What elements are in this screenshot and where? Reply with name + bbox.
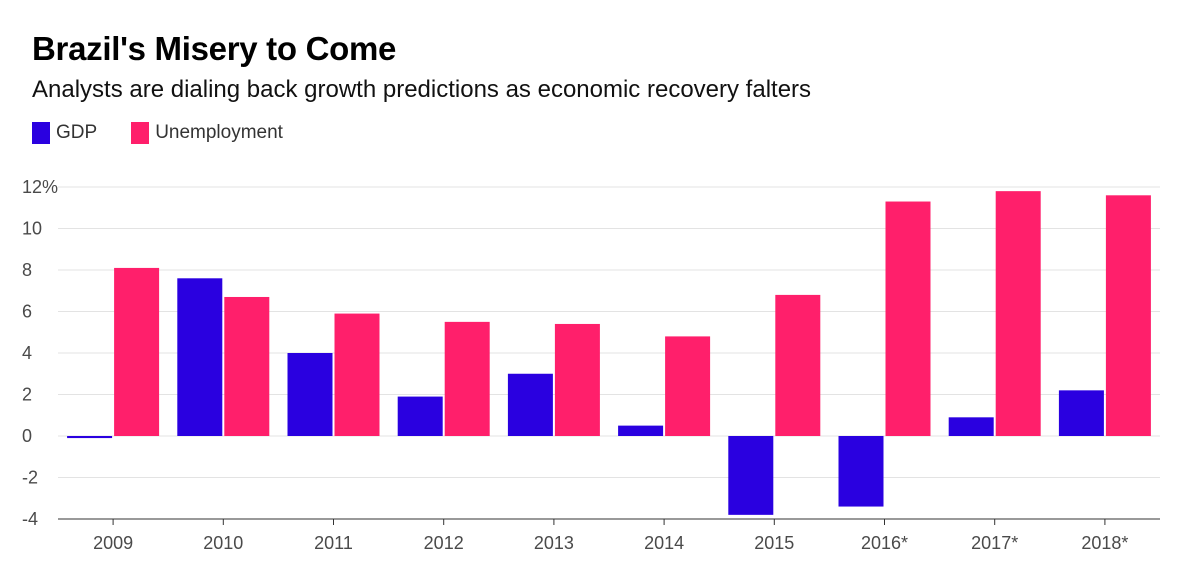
bar-unemployment-2014 xyxy=(665,336,711,436)
bar-unemployment-2013 xyxy=(554,323,600,436)
chart-title: Brazil's Misery to Come xyxy=(32,30,397,67)
legend-item-unemployment: Unemployment xyxy=(131,122,283,144)
bar-unemployment-2018 xyxy=(1105,195,1151,436)
bar-unemployment-2017 xyxy=(995,191,1041,436)
bar-gdp-2017 xyxy=(948,417,994,436)
bar-gdp-2011 xyxy=(287,353,333,436)
x-tick-label: 2012 xyxy=(424,533,464,553)
legend-swatch-gdp xyxy=(32,122,50,144)
x-tick-label: 2011 xyxy=(314,533,353,553)
y-tick-label: 4 xyxy=(22,343,32,363)
y-tick-label: 2 xyxy=(22,385,32,405)
x-tick-label: 2018* xyxy=(1081,533,1128,553)
bar-unemployment-2009 xyxy=(114,267,160,436)
legend-item-gdp: GDP xyxy=(32,122,97,144)
bar-unemployment-2016 xyxy=(885,201,931,436)
x-tick-label: 2009 xyxy=(93,533,133,553)
bar-unemployment-2010 xyxy=(224,296,270,436)
y-tick-label: -2 xyxy=(22,468,38,488)
y-tick-label: 8 xyxy=(22,260,32,280)
chart-subtitle: Analysts are dialing back growth predict… xyxy=(32,76,812,103)
y-tick-label: -4 xyxy=(22,509,38,529)
y-tick-label: 10 xyxy=(22,219,42,239)
legend-label-gdp: GDP xyxy=(56,122,98,143)
y-tick-label: 6 xyxy=(22,302,32,322)
x-tick-label: 2017* xyxy=(971,533,1018,553)
bar-gdp-2012 xyxy=(397,396,443,436)
bar-gdp-2009 xyxy=(67,436,113,439)
bar-unemployment-2015 xyxy=(775,294,821,436)
legend: GDP Unemployment xyxy=(32,122,317,144)
x-tick-label: 2010 xyxy=(203,533,243,553)
y-tick-label: 12% xyxy=(22,177,58,197)
x-tick-label: 2015 xyxy=(754,533,794,553)
bar-gdp-2010 xyxy=(177,278,223,436)
y-tick-label: 0 xyxy=(22,426,32,446)
bar-unemployment-2011 xyxy=(334,313,380,436)
legend-swatch-unemployment xyxy=(131,122,150,144)
bar-gdp-2013 xyxy=(507,373,553,436)
bar-gdp-2018 xyxy=(1058,390,1104,436)
bar-gdp-2016 xyxy=(838,436,884,507)
bar-gdp-2015 xyxy=(728,436,774,515)
bar-unemployment-2012 xyxy=(444,321,490,436)
bar-gdp-2014 xyxy=(618,425,664,436)
x-tick-label: 2014 xyxy=(644,533,684,553)
legend-label-unemployment: Unemployment xyxy=(155,122,283,143)
x-tick-label: 2016* xyxy=(861,533,908,553)
x-tick-label: 2013 xyxy=(534,533,574,553)
